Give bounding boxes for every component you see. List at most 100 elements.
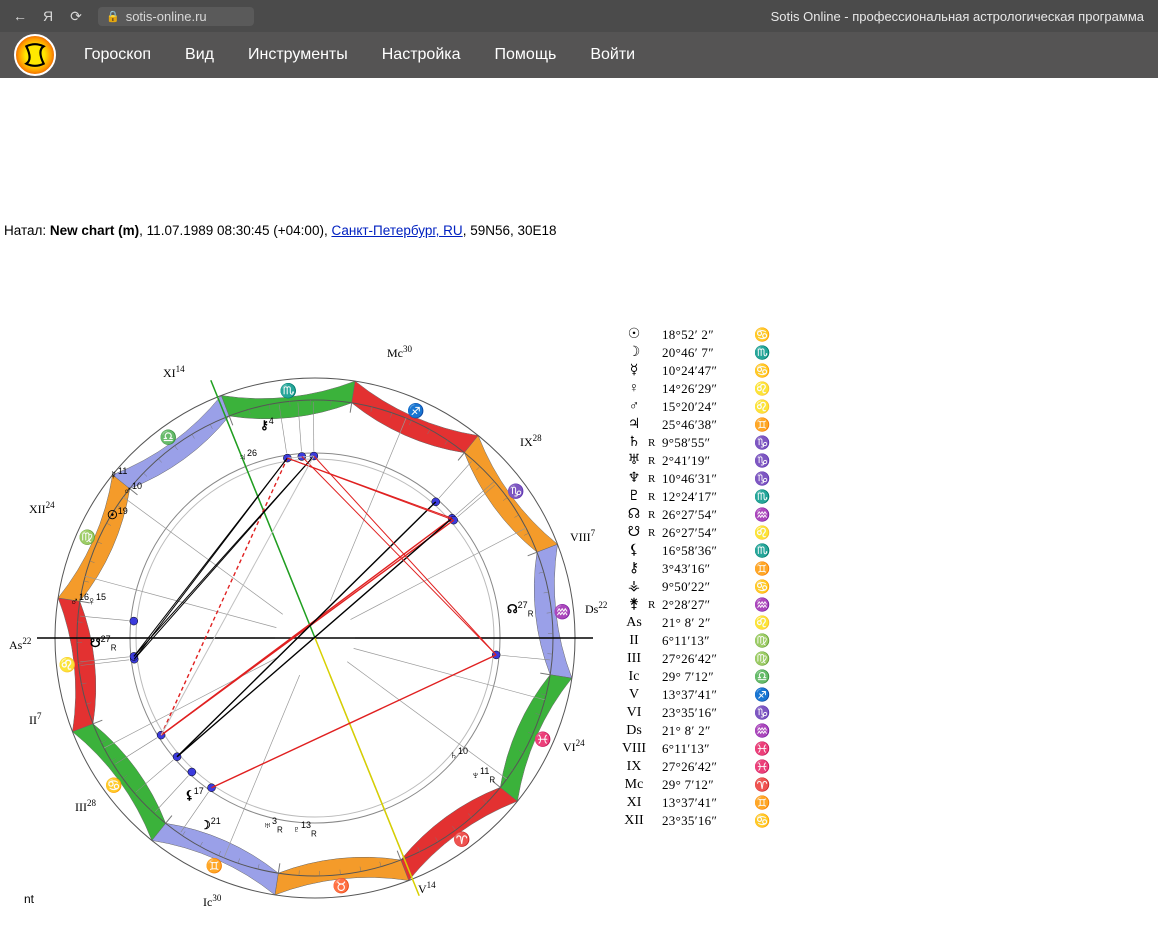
pos-sign: ♌ [754, 524, 772, 542]
pos-sign: ♒ [754, 722, 772, 740]
pos-sign: ♋ [754, 812, 772, 830]
pos-sign: ♊ [754, 560, 772, 578]
pos-degrees: 13°37′41″ [662, 794, 754, 812]
pos-symbol: ♆ [620, 470, 648, 488]
positions-table: ☉18°52′ 2″♋☽20°46′ 7″♏☿10°24′47″♋♀14°26′… [620, 326, 772, 830]
pos-sign: ♑ [754, 452, 772, 470]
pos-sign: ♍ [754, 632, 772, 650]
menu-item-2[interactable]: Инструменты [248, 46, 348, 64]
planet-label: ♃26 [238, 448, 257, 464]
pos-symbol: Mc [620, 776, 648, 794]
pos-degrees: 25°46′38″ [662, 416, 754, 434]
position-row: XI13°37′41″♊ [620, 794, 772, 812]
location-link[interactable]: Санкт-Петербург, RU [331, 223, 462, 238]
pos-degrees: 15°20′24″ [662, 398, 754, 416]
planet-label: ☽21 [200, 816, 221, 832]
pos-sign: ♓ [754, 758, 772, 776]
pos-degrees: 21° 8′ 2″ [662, 614, 754, 632]
menu-item-1[interactable]: Вид [185, 46, 214, 64]
pos-symbol: ♅ [620, 452, 648, 470]
planet-label: ♅3R [263, 816, 283, 834]
pos-retro: R [648, 470, 662, 488]
position-row: ☿10°24′47″♋ [620, 362, 772, 380]
pos-sign: ♏ [754, 488, 772, 506]
position-row: II 6°11′13″♍ [620, 632, 772, 650]
pos-sign: ♋ [754, 326, 772, 344]
pos-degrees: 23°35′16″ [662, 812, 754, 830]
menu-item-4[interactable]: Помощь [495, 46, 557, 64]
natal-wheel: ♈♉♊♋♌♍♎♏♐♑♒♓ XI14Mc30IX28VIII7Ds22VI24V1… [15, 338, 615, 943]
pos-degrees: 16°58′36″ [662, 542, 754, 560]
pos-degrees: 26°27′54″ [662, 524, 754, 542]
app-logo[interactable] [14, 34, 56, 76]
position-row: ⚸16°58′36″♏ [620, 542, 772, 560]
reload-button[interactable]: ⟳ [62, 8, 90, 25]
pos-symbol: IX [620, 758, 648, 776]
planet-label: ☊27R [507, 600, 533, 618]
house-label: XII24 [29, 500, 55, 517]
position-row: ♄R 9°58′55″♑ [620, 434, 772, 452]
pos-degrees: 23°35′16″ [662, 704, 754, 722]
planet-label: ♇13R [292, 820, 317, 838]
pos-degrees: 27°26′42″ [662, 758, 754, 776]
position-row: ⚷ 3°43′16″♊ [620, 560, 772, 578]
pos-degrees: 6°11′13″ [662, 740, 754, 758]
pos-degrees: 29° 7′12″ [662, 776, 754, 794]
svg-text:♌: ♌ [59, 657, 76, 674]
pos-sign: ♈ [754, 776, 772, 794]
pos-symbol: ⚶ [620, 578, 648, 596]
pos-retro: R [648, 452, 662, 470]
pos-sign: ♑ [754, 434, 772, 452]
pos-degrees: 9°58′55″ [662, 434, 754, 452]
position-row: III27°26′42″♍ [620, 650, 772, 668]
position-row: ♂15°20′24″♌ [620, 398, 772, 416]
pos-symbol: Ds [620, 722, 648, 740]
position-row: As21° 8′ 2″♌ [620, 614, 772, 632]
menu-item-5[interactable]: Войти [590, 46, 635, 64]
header-coords: , 59N56, 30E18 [463, 223, 557, 238]
pos-degrees: 2°41′19″ [662, 452, 754, 470]
svg-text:♍: ♍ [79, 529, 96, 546]
pos-sign: ♊ [754, 794, 772, 812]
position-row: ♇R12°24′17″♏ [620, 488, 772, 506]
app-menu-bar: Гороскоп Вид Инструменты Настройка Помощь Вой… [0, 32, 1158, 78]
position-row: ⚶ 9°50′22″♋ [620, 578, 772, 596]
planet-label: ♆11R [471, 766, 495, 784]
pos-degrees: 26°27′54″ [662, 506, 754, 524]
position-row: ♅R 2°41′19″♑ [620, 452, 772, 470]
menu-item-3[interactable]: Настройка [382, 46, 461, 64]
pos-degrees: 18°52′ 2″ [662, 326, 754, 344]
pos-degrees: 6°11′13″ [662, 632, 754, 650]
pos-sign: ♏ [754, 344, 772, 362]
svg-text:♓: ♓ [534, 731, 551, 748]
position-row: VI23°35′16″♑ [620, 704, 772, 722]
house-label: VIII7 [570, 528, 595, 545]
pos-symbol: ☽ [620, 344, 648, 362]
house-label: Ds22 [585, 600, 607, 617]
pos-degrees: 21° 8′ 2″ [662, 722, 754, 740]
pos-symbol: ☊ [620, 506, 648, 524]
url-text: sotis-online.ru [126, 9, 207, 24]
svg-text:♒: ♒ [554, 603, 571, 620]
pos-sign: ♍ [754, 650, 772, 668]
address-bar[interactable]: 🔒 sotis-online.ru [98, 7, 254, 26]
yandex-button[interactable]: Я [34, 8, 62, 24]
content-area: Натал: New chart (m), 11.07.1989 08:30:4… [0, 78, 1158, 218]
pos-symbol: As [620, 614, 648, 632]
back-button[interactable]: ← [6, 8, 34, 24]
browser-chrome: ← Я ⟳ 🔒 sotis-online.ru Sotis Online - п… [0, 0, 1158, 32]
pos-retro: R [648, 596, 662, 614]
position-row: ♆R10°46′31″♑ [620, 470, 772, 488]
lock-icon: 🔒 [106, 10, 120, 23]
pos-sign: ♐ [754, 686, 772, 704]
pos-retro: R [648, 506, 662, 524]
svg-text:♊: ♊ [206, 858, 223, 875]
pos-symbol: ⚸ [620, 542, 648, 560]
pos-symbol: ♂ [620, 398, 648, 416]
pos-degrees: 10°46′31″ [662, 470, 754, 488]
svg-text:♋: ♋ [105, 777, 122, 794]
menu-item-0[interactable]: Гороскоп [84, 46, 151, 64]
position-row: ♃25°46′38″♊ [620, 416, 772, 434]
pos-degrees: 20°46′ 7″ [662, 344, 754, 362]
pos-symbol: ♀ [620, 380, 648, 398]
